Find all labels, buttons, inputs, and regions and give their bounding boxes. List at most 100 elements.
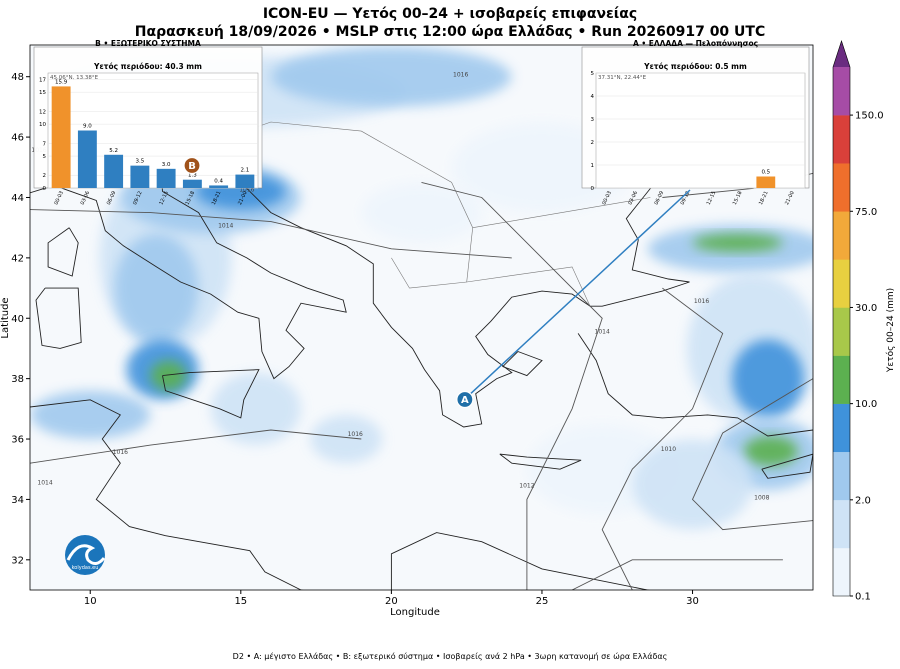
colorbar-segment [833,547,850,597]
inset-coord: 45.06°N, 13.38°E [50,75,99,81]
x-tick-label: 25 [536,596,549,607]
y-tick-label: 40 [11,314,24,325]
inset-bar [235,174,255,188]
colorbar-segment [833,403,850,453]
subtitle: Παρασκευή 18/09/2026 • MSLP στις 12:00 ώ… [135,24,766,40]
inset-x-tick-label: 06-09 [654,190,666,206]
logo-text: kolydas.eu [72,565,99,571]
isobar [30,209,512,259]
colorbar-tick-label: 150.0 [855,111,884,122]
isobar-label: 1016 [113,449,128,456]
isobar-label: 1016 [348,431,363,438]
inset-x-tick-label: 00-03 [601,190,613,206]
inset-x-tick-label: 06-09 [106,190,118,206]
colorbar-tick-label: 0.1 [855,592,871,603]
inset-y-tick-label: 2 [591,140,595,146]
inset-bar [77,130,97,188]
x-tick-label: 10 [84,596,97,607]
y-tick-label: 36 [11,435,24,446]
inset-coord: 37.31°N, 22.44°E [598,75,647,81]
border [201,121,474,289]
y-tick-label: 44 [11,193,24,204]
inset-x-tick-label: 18-21 [211,190,223,206]
precip-area [743,436,798,467]
inset-title: B • ΕΞΩΤΕΡΙΚΟ ΣΥΣΤΗΜΑ [95,39,201,48]
x-tick-label: 15 [234,596,247,607]
isobar-label: 1014 [37,479,52,486]
logo-wave [66,544,106,565]
isobar-label: 1012 [519,482,534,489]
inset-bar [156,168,176,188]
x-tick-label: 20 [385,596,398,607]
colorbar-tick-label: 75.0 [855,207,877,218]
inset-value-label: 5.2 [109,148,118,154]
coastline [47,227,79,277]
coastline [35,287,82,349]
colorbar-label: Υετός 00–24 (mm) [885,288,896,373]
inset-value-label: 9.0 [83,124,92,130]
coastline [162,369,260,419]
isobar [421,181,603,590]
colorbar-tick-label: 2.0 [855,495,871,506]
inset-y-tick-label: 2 [43,173,47,179]
coastline [499,453,582,470]
colorbar-tick-label: 30.0 [855,303,877,314]
y-tick-label: 46 [11,133,24,144]
y-tick-label: 34 [11,495,24,506]
inset-x-tick-label: 12-15 [706,190,718,206]
isobar-label: 1016 [694,298,709,305]
coastline [577,333,813,437]
coastline [30,399,650,590]
marker [183,156,201,175]
isobar-label: 1008 [754,494,769,501]
colorbar-tick-label: 10.0 [855,399,877,410]
inset-plot-area [595,72,806,189]
colorbar-frame [832,40,851,597]
inset-x-tick-label: 00-03 [53,190,65,206]
x-axis-label: Longitude [390,607,440,618]
inset-y-tick-label: 15 [39,90,46,96]
inset-y-tick-label: 17 [39,77,46,83]
inset-bar [104,154,124,188]
inset-bar [209,185,229,188]
isobar-label: 1016 [239,186,254,193]
inset-x-tick-label: 03-06 [80,190,92,206]
inset-x-tick-label: 21-00 [237,190,249,206]
border [472,197,651,228]
colorbar-segment [833,307,850,356]
colorbar-segment [833,211,850,260]
precip-area [692,233,783,252]
inset-title: A • ΕΛΛΑΔΑ — Πελοπόννησος [633,39,758,48]
inset-x-tick-label: 03-06 [627,190,639,206]
colorbar-segment [833,499,850,549]
colorbar-segment [833,67,850,116]
inset-x-tick-label: 12-15 [158,190,170,206]
isobar-label: 1016 [453,72,468,79]
inset-value-label: 3.5 [136,159,145,165]
y-tick-label: 42 [11,253,24,264]
isobar [571,559,783,590]
colorbar-segment [833,163,850,212]
title: ICON-EU — Υετός 00–24 + ισοβαρείς επιφαν… [263,6,637,22]
inset-value-label: 2.1 [241,168,250,174]
inset-chart: B • ΕΞΩΤΕΡΙΚΟ ΣΥΣΤΗΜΑ Υετός περιόδου: 40.… [33,39,263,206]
inset-bar [130,165,150,188]
inset-y-tick-label: 0 [43,186,47,192]
isobar [601,287,724,590]
isobar-label: 1010 [661,446,676,453]
inset-x-tick-label: 18-21 [758,190,770,206]
inset-value-label: 0.5 [761,170,770,176]
inset-y-tick-label: 7 [43,141,47,147]
inset-x-tick-label: 15-18 [732,190,744,206]
map-frame [29,44,814,591]
coastline [30,118,784,428]
inset-x-tick-label: 15-18 [185,190,197,206]
precip-area [271,46,512,107]
inset-x-tick-label: 21-00 [784,190,796,206]
precip-area [731,339,804,418]
inset-subtitle: Υετός περιόδου: 0.5 mm [643,62,747,71]
footer: D2 • A: μέγιστο Ελλάδας • B: εξωτερικό σ… [233,651,668,661]
precip-area [210,372,301,445]
y-tick-label: 38 [11,374,24,385]
